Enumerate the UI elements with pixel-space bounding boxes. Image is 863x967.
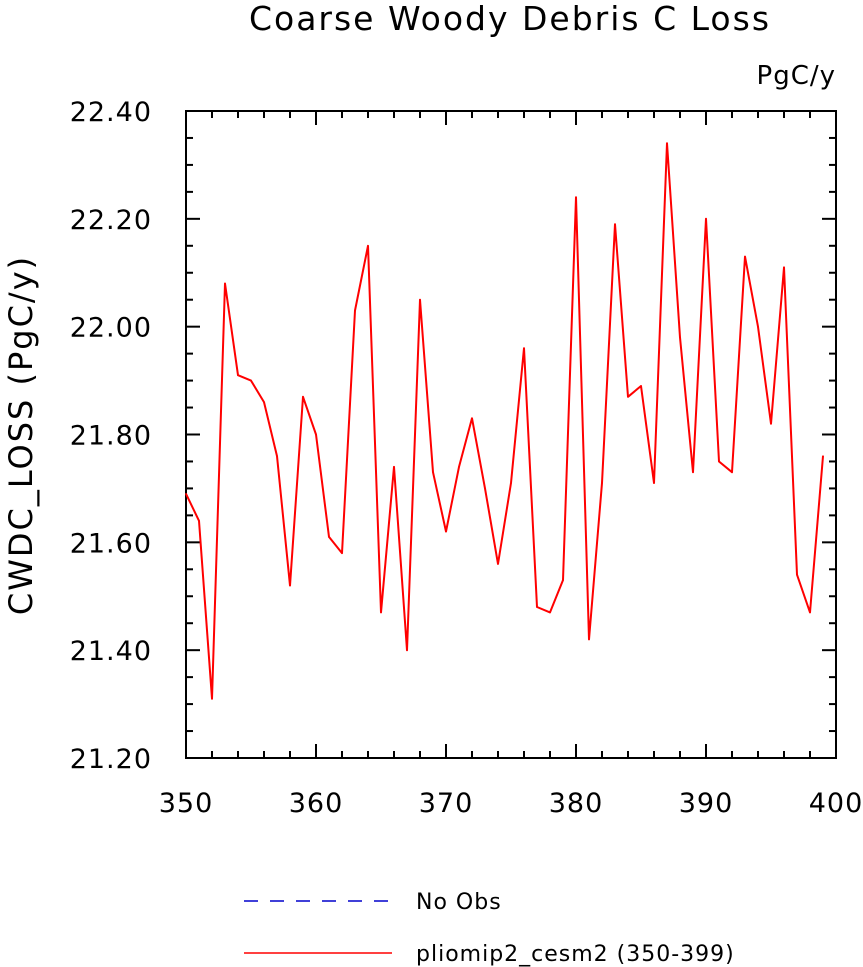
data-point bbox=[809, 611, 811, 614]
data-point bbox=[276, 455, 278, 457]
data-point bbox=[445, 530, 447, 533]
data-point bbox=[328, 536, 330, 538]
legend: No Obs pliomip2_cesm2 (350-399) bbox=[244, 890, 735, 967]
data-point bbox=[198, 519, 200, 522]
legend-label-0: No Obs bbox=[416, 890, 502, 915]
x-tick-label: 350 bbox=[159, 788, 214, 819]
data-point bbox=[575, 196, 577, 199]
data-point bbox=[341, 552, 343, 554]
data-point bbox=[562, 579, 564, 581]
axis-ticks bbox=[185, 110, 837, 759]
data-point bbox=[536, 606, 538, 608]
y-tick-label: 22.40 bbox=[70, 97, 152, 128]
data-point bbox=[263, 401, 265, 403]
data-point bbox=[484, 487, 486, 490]
data-point bbox=[770, 422, 772, 425]
tick-labels: 350 360 370 380 390 400 21.20 21.40 21.60 21.80 22… bbox=[70, 97, 863, 819]
data-point bbox=[510, 482, 512, 484]
x-tick-label: 380 bbox=[549, 788, 604, 819]
data-point bbox=[419, 298, 421, 301]
data-point bbox=[705, 218, 707, 220]
data-point bbox=[640, 385, 642, 387]
x-tick-label: 390 bbox=[679, 788, 734, 819]
x-tick-label: 360 bbox=[289, 788, 344, 819]
data-point bbox=[406, 649, 408, 651]
y-tick-label: 21.20 bbox=[70, 744, 152, 775]
data-point bbox=[211, 697, 213, 700]
data-point bbox=[679, 336, 681, 339]
data-point bbox=[666, 142, 668, 145]
data-point bbox=[783, 266, 785, 269]
data-point bbox=[380, 611, 382, 614]
y-axis-label: CWDC_LOSS (PgC/y) bbox=[2, 255, 40, 615]
data-point bbox=[224, 282, 226, 285]
data-point bbox=[718, 460, 720, 463]
data-point bbox=[588, 638, 590, 641]
data-point bbox=[796, 573, 798, 576]
data-point bbox=[614, 223, 616, 226]
x-tick-label: 400 bbox=[809, 788, 863, 819]
data-point bbox=[601, 482, 603, 484]
series-layer bbox=[185, 142, 824, 700]
y-tick-label: 21.80 bbox=[70, 421, 152, 452]
data-point bbox=[393, 466, 395, 468]
data-point bbox=[250, 379, 252, 382]
y-tick-label: 21.60 bbox=[70, 528, 152, 559]
data-point bbox=[471, 417, 473, 420]
data-point bbox=[185, 493, 187, 495]
series-line-1 bbox=[185, 142, 824, 700]
data-point bbox=[627, 395, 629, 398]
x-tick-label: 370 bbox=[419, 788, 474, 819]
data-point bbox=[315, 433, 317, 436]
plot-frame bbox=[185, 110, 837, 759]
data-point bbox=[653, 482, 655, 484]
units-label: PgC/y bbox=[757, 61, 836, 91]
data-point bbox=[289, 584, 291, 587]
data-point bbox=[367, 244, 369, 247]
legend-label-1: pliomip2_cesm2 (350-399) bbox=[416, 942, 735, 967]
data-point bbox=[458, 466, 460, 468]
data-point bbox=[497, 563, 499, 565]
y-tick-label: 22.20 bbox=[70, 205, 152, 236]
data-point bbox=[432, 471, 434, 474]
y-tick-label: 21.40 bbox=[70, 636, 152, 667]
data-point bbox=[237, 374, 239, 376]
data-point bbox=[744, 255, 746, 258]
data-point bbox=[302, 395, 304, 398]
data-point bbox=[549, 611, 551, 614]
y-tick-label: 22.00 bbox=[70, 313, 152, 344]
data-point bbox=[523, 347, 525, 350]
chart-title: Coarse Woody Debris C Loss bbox=[249, 0, 771, 38]
data-point bbox=[692, 471, 694, 474]
data-point bbox=[822, 455, 824, 457]
data-point bbox=[731, 471, 733, 474]
data-point bbox=[354, 309, 356, 312]
data-point bbox=[757, 325, 759, 328]
